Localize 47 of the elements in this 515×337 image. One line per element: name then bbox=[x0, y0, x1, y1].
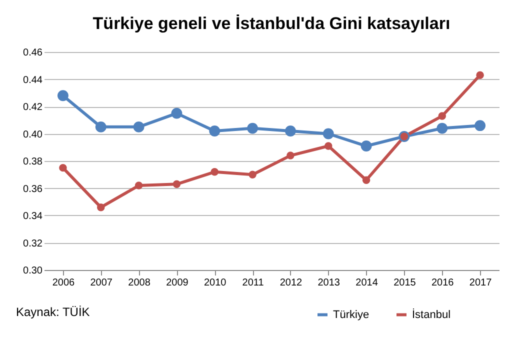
x-tick-label: 2009 bbox=[166, 278, 189, 288]
x-tick-label: 2015 bbox=[394, 278, 416, 288]
point bbox=[247, 122, 258, 134]
point bbox=[95, 121, 106, 132]
point bbox=[97, 203, 105, 212]
point bbox=[57, 90, 68, 102]
point bbox=[172, 180, 181, 188]
x-tick-label: 2017 bbox=[469, 278, 492, 288]
point bbox=[362, 176, 370, 184]
point bbox=[360, 140, 372, 152]
point bbox=[476, 71, 484, 80]
y-tick-label: 0.38 bbox=[23, 156, 43, 168]
y-tick-label: 0.46 bbox=[23, 48, 43, 58]
point bbox=[284, 126, 296, 136]
point bbox=[133, 121, 144, 132]
point bbox=[134, 182, 143, 190]
text: Kaynak: TÜİK bbox=[16, 305, 90, 319]
legend-label: İstanbul bbox=[412, 308, 451, 321]
x-tick-label: 2006 bbox=[52, 278, 76, 288]
chart-title: Türkiye geneli ve İstanbul'da Gini katsayıları bbox=[92, 14, 450, 33]
point bbox=[171, 108, 182, 119]
x-tick-label: 2007 bbox=[90, 278, 113, 288]
x-tick-label: 2011 bbox=[242, 278, 264, 288]
y-tick-label: 0.34 bbox=[23, 211, 43, 222]
point bbox=[438, 112, 446, 120]
x-tick-label: 2014 bbox=[356, 278, 378, 288]
x-tick-label: 2008 bbox=[128, 278, 151, 288]
point bbox=[474, 120, 486, 132]
y-tick-label: 0.42 bbox=[23, 102, 43, 113]
point bbox=[210, 168, 218, 176]
point bbox=[322, 128, 334, 140]
y-tick-label: 0.36 bbox=[23, 184, 43, 195]
x-tick-label: 2013 bbox=[318, 278, 340, 288]
x-tick-label: 2016 bbox=[432, 278, 454, 288]
point bbox=[436, 122, 448, 134]
point bbox=[324, 142, 332, 150]
point bbox=[59, 164, 67, 172]
point bbox=[286, 152, 294, 160]
y-tick-label: 0.32 bbox=[23, 238, 43, 250]
x-tick-label: 2010 bbox=[204, 278, 227, 288]
point bbox=[209, 126, 220, 136]
y-tick-label: 0.30 bbox=[23, 266, 43, 276]
x-tick-label: 2012 bbox=[280, 278, 303, 288]
y-tick-label: 0.40 bbox=[23, 129, 43, 140]
point bbox=[248, 170, 256, 178]
y-tick-label: 0.44 bbox=[23, 74, 43, 86]
legend-label: Türkiye bbox=[333, 308, 370, 321]
